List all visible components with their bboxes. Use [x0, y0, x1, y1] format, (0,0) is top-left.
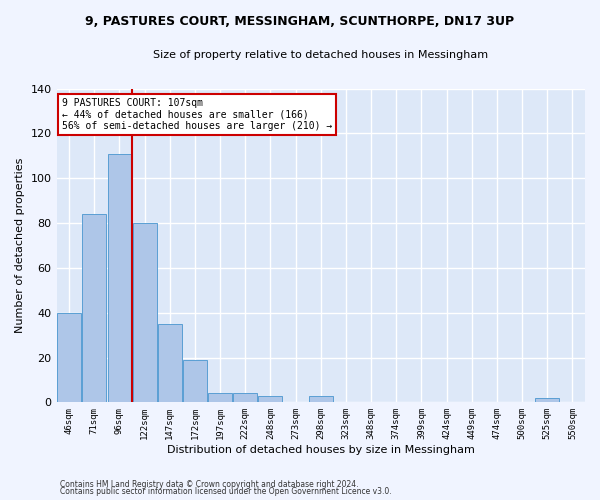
Bar: [309, 396, 333, 402]
Bar: [535, 398, 559, 402]
Y-axis label: Number of detached properties: Number of detached properties: [15, 158, 25, 333]
Bar: [208, 394, 232, 402]
Text: Contains public sector information licensed under the Open Government Licence v3: Contains public sector information licen…: [60, 487, 392, 496]
Bar: [259, 396, 283, 402]
Bar: [183, 360, 207, 403]
Text: Contains HM Land Registry data © Crown copyright and database right 2024.: Contains HM Land Registry data © Crown c…: [60, 480, 359, 489]
Text: 9, PASTURES COURT, MESSINGHAM, SCUNTHORPE, DN17 3UP: 9, PASTURES COURT, MESSINGHAM, SCUNTHORP…: [85, 15, 515, 28]
Title: Size of property relative to detached houses in Messingham: Size of property relative to detached ho…: [153, 50, 488, 60]
Bar: [82, 214, 106, 402]
Bar: [57, 312, 81, 402]
Bar: [233, 394, 257, 402]
Bar: [107, 154, 131, 402]
X-axis label: Distribution of detached houses by size in Messingham: Distribution of detached houses by size …: [167, 445, 475, 455]
Text: 9 PASTURES COURT: 107sqm
← 44% of detached houses are smaller (166)
56% of semi-: 9 PASTURES COURT: 107sqm ← 44% of detach…: [62, 98, 332, 131]
Bar: [158, 324, 182, 402]
Bar: [133, 223, 157, 402]
